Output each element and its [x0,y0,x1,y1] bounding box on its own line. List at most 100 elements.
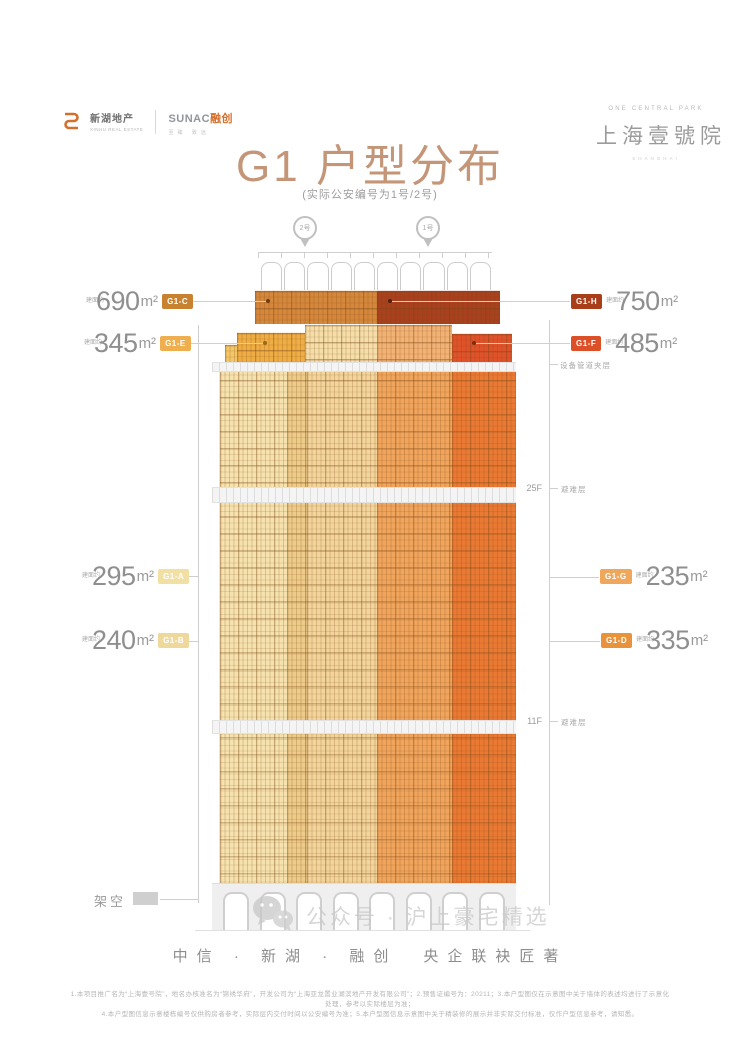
label-mezzanine: 设备管道夹层 [560,361,611,370]
leader-g1c [186,301,268,302]
unit-badge: G1-H [571,293,603,309]
area-unit: m² [660,292,679,310]
pin-label: 1号 [422,225,434,232]
roof-arch [400,262,422,290]
ground-floor [212,883,516,930]
area-unit: m² [140,292,159,310]
pin-tail [423,238,433,247]
section-tierb-cream [305,324,377,362]
tick-11f [549,721,558,722]
unit-badge: G1-E [160,335,191,351]
map-pin-icon: 1号 [416,216,440,240]
pin-building-2: 2号 [293,216,317,247]
dot-g1f [472,341,476,345]
sunac-logo-text: SUNAC融创 至臻 致远 [168,110,233,136]
unit-badge: G1-G [600,568,632,584]
tagline: 中信 · 新湖 · 融创 央企联袂匠著 [0,945,740,966]
area-prefix: 建面约 [82,572,101,579]
leader-vertical-left [198,325,199,903]
section-g1f [452,333,512,362]
page-title: G1 户型分布 [236,142,504,191]
ground-arch [296,892,323,930]
tagline-brands: 中信 · 新湖 · 融创 [172,948,398,965]
area-value: 485 [615,327,659,358]
unit-badge: G1-D [601,632,633,648]
leader-vertical-right [549,320,550,905]
unit-label-g1h: G1-H 建面约 750 m² [571,286,679,316]
roof-arch [307,262,329,290]
section-g1e-step [225,344,237,362]
roof-rail [258,252,492,258]
area-value: 750 [616,285,660,316]
sunac-sub: 至臻 致远 [168,130,210,136]
unit-label-g1c: 建面约 690 m² G1-C [86,286,197,316]
watermark: 公众号 · 沪上豪宅精选 [250,893,550,938]
roof-arch [469,262,492,290]
tick-mezzanine [549,364,558,365]
leader-g1f [476,343,570,344]
developer-logos: 新湖地产 XINHU REAL ESTATE SUNAC融创 至臻 致远 [62,110,233,136]
page-subtitle: (实际公安编号为1号/2号) [302,189,438,201]
area-unit: m² [690,567,708,585]
area-value: 345 [94,327,138,358]
roof-arch [446,262,468,290]
building-elevation [212,252,516,930]
roof-arch [330,262,352,290]
area-prefix: 建面约 [86,297,105,304]
leader-g1d [549,641,600,642]
area-value: 335 [646,624,690,655]
roof-arch [423,262,445,290]
wechat-icon [250,893,296,938]
leader-g1e [184,343,266,344]
brand-sub: SHANGHAI [632,156,680,161]
column-strong-orange [452,362,516,883]
pin-tail [300,238,310,247]
label-refuge-25f: 避难层 [561,485,587,494]
ground-arch [369,892,396,930]
edge-strip [212,362,220,883]
unit-badge: G1-B [158,632,190,648]
unit-badge: G1-C [162,293,194,309]
band-refuge-11f [212,720,516,734]
stilt-swatch [133,892,158,905]
section-g1e [237,332,305,362]
roof-arch [353,262,376,290]
xinhu-logo-icon [62,110,80,134]
unit-badge: G1-A [158,568,190,584]
area-value: 295 [92,560,136,591]
logo-divider [155,110,157,134]
area-unit: m² [690,631,709,649]
sunac-name: SUNAC融创 [168,113,234,125]
column-tan [287,362,307,883]
area-value: 690 [96,285,140,316]
roof-arch [284,262,306,290]
unit-label-g1a: 建面约 295 m² G1-A [82,561,193,591]
area-unit: m² [659,334,678,352]
area-unit: m² [136,567,155,585]
area-prefix: 建面约 [635,572,654,579]
dot-g1e [263,341,267,345]
roof-arch [377,262,399,290]
map-pin-icon: 2号 [293,216,317,240]
band-refuge-25f [212,487,516,503]
column-medium-orange [377,362,452,883]
roof-arch [261,262,283,290]
area-unit: m² [136,631,155,649]
disclaimer-line1: 1.本项目推广名为“上海壹号院”，地名办核准名为“锦绣华府”，开发公司为“上海亚… [70,991,670,1008]
project-brand: ONE CENTRAL PARK 上海壹號院 SHANGHAI [596,106,726,161]
section-g1c [255,290,377,324]
area-prefix: 建面约 [606,297,625,304]
area-value: 235 [645,560,690,591]
area-unit: m² [138,334,157,352]
label-refuge-11f: 避难层 [561,718,587,727]
dot-g1c [266,299,270,303]
disclaimer: 1.本项目推广名为“上海壹号院”，地名办核准名为“锦绣华府”，开发公司为“上海亚… [70,990,670,1020]
ground-arch [332,892,359,930]
brand-cn: 上海壹號院 [596,125,726,148]
section-g1h [377,290,500,324]
label-11f: 11F [527,716,542,726]
xinhu-sub: XINHU REAL ESTATE [90,127,144,132]
area-prefix: 建面约 [605,339,624,346]
ground-baseline [195,930,530,931]
